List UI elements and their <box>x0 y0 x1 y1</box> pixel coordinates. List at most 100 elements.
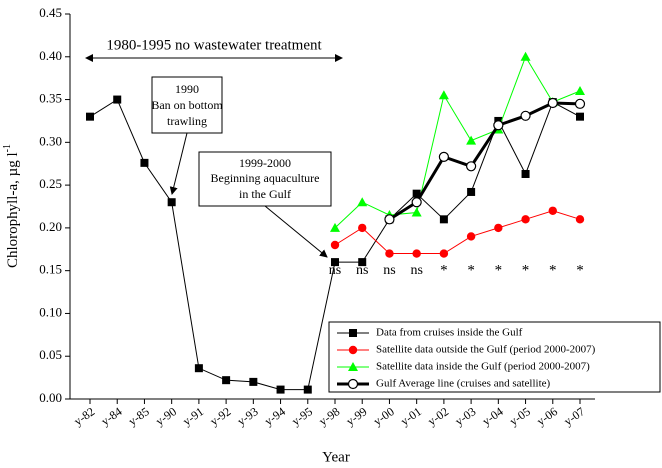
marker <box>575 86 585 95</box>
marker <box>331 258 339 267</box>
x-tick-label: y-02 <box>425 404 451 428</box>
marker <box>358 258 367 267</box>
marker <box>520 110 531 121</box>
annotation-arrow <box>264 205 328 258</box>
x-tick-label: y-95 <box>289 404 315 428</box>
y-tick-label: 0.15 <box>39 262 62 277</box>
annotation: 1980-1995 no wastewater treatment <box>106 37 322 53</box>
marker <box>140 158 149 167</box>
x-tick-label: y-94 <box>262 404 288 428</box>
y-tick-label: 0.00 <box>39 390 62 405</box>
marker <box>520 51 531 61</box>
legend-label: Data from cruises inside the Gulf <box>376 327 523 339</box>
marker <box>276 385 285 394</box>
y-axis-label-text: Chlorophyll-a, µg l <box>5 152 21 268</box>
x-tick-label: y-01 <box>398 404 424 428</box>
legend-label: Satellite data outside the Gulf (period … <box>376 344 596 356</box>
marker <box>438 151 449 162</box>
marker <box>411 197 422 208</box>
x-tick-label: y-99 <box>343 404 369 428</box>
y-tick-label: 0.20 <box>39 219 62 234</box>
marker <box>574 98 586 109</box>
series-line <box>334 55 581 229</box>
x-tick-label: y-84 <box>98 404 124 428</box>
x-tick-label: y-06 <box>534 404 560 428</box>
significance-label: ns <box>356 263 368 278</box>
y-tick-label: 0.35 <box>39 91 62 106</box>
marker <box>348 362 358 371</box>
marker <box>548 206 557 215</box>
marker <box>547 97 558 109</box>
y-tick-label: 0.05 <box>39 347 62 362</box>
marker <box>330 222 340 232</box>
y-tick-label: 0.10 <box>39 304 62 319</box>
marker <box>411 207 422 217</box>
marker <box>412 189 421 198</box>
significance-label: * <box>440 262 448 278</box>
marker <box>113 95 122 104</box>
legend-box <box>328 321 661 393</box>
series <box>330 51 585 232</box>
x-tick-label: y-04 <box>480 404 506 428</box>
marker <box>521 215 530 224</box>
x-tick-label: y-00 <box>371 404 397 428</box>
marker <box>576 112 584 121</box>
significance-label: ns <box>383 263 395 278</box>
y-tick-label: 0.30 <box>39 133 62 148</box>
marker <box>466 161 477 172</box>
x-tick-label: y-03 <box>452 404 478 428</box>
y-axis-label: Chlorophyll-a, µg l-1 <box>2 144 21 268</box>
y-tick-label: 0.45 <box>39 5 62 20</box>
marker <box>330 240 340 250</box>
significance-label: * <box>576 262 584 278</box>
marker <box>349 329 357 337</box>
x-tick-label: y-93 <box>235 404 261 428</box>
marker <box>358 223 367 233</box>
annotation-arrow <box>169 132 188 195</box>
significance-label: * <box>467 262 475 278</box>
marker <box>494 223 503 233</box>
y-tick-label: 0.40 <box>39 48 62 63</box>
x-tick-label: y-85 <box>126 404 152 428</box>
x-tick-label: y-91 <box>180 404 206 428</box>
x-tick-label: y-82 <box>71 404 97 428</box>
marker <box>222 376 231 385</box>
annotation: 1990 <box>175 82 199 96</box>
marker <box>357 197 368 207</box>
marker <box>575 215 585 224</box>
marker <box>347 378 359 390</box>
marker <box>439 215 448 224</box>
x-tick-label: y-92 <box>207 404 233 428</box>
annotation-box <box>198 151 332 207</box>
marker <box>167 198 176 207</box>
series <box>384 97 586 225</box>
annotation: 1999-2000 <box>239 156 291 170</box>
marker <box>521 169 530 178</box>
annotation: Ban on bottom <box>151 98 223 112</box>
y-axis-label-superscript: -1 <box>2 144 13 152</box>
marker <box>385 249 394 258</box>
x-tick-label: y-98 <box>316 404 342 428</box>
marker <box>467 187 476 196</box>
marker <box>384 214 395 225</box>
marker <box>439 249 449 258</box>
marker <box>194 364 203 373</box>
legend-label: Gulf Average line (cruises and satellite… <box>376 378 551 390</box>
marker <box>438 90 449 100</box>
x-axis-label: Year <box>322 449 350 465</box>
annotation: Beginning aquaculture <box>211 171 320 185</box>
legend-label: Satellite data inside the Gulf (period 2… <box>376 361 590 373</box>
x-tick-label: y-07 <box>561 404 587 428</box>
significance-label: * <box>495 262 503 278</box>
significance-label: * <box>549 262 557 278</box>
marker <box>493 120 504 131</box>
marker <box>303 385 312 394</box>
series-line <box>334 210 581 255</box>
marker <box>412 249 421 258</box>
x-tick-label: y-05 <box>507 404 533 428</box>
marker <box>86 112 94 121</box>
series <box>330 206 585 258</box>
x-tick-label: y-90 <box>153 404 179 428</box>
significance-label: * <box>522 262 530 278</box>
